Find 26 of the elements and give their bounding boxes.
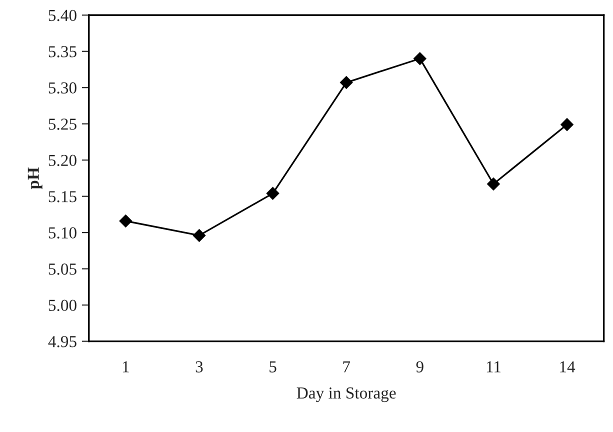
y-tick-label: 5.20	[48, 154, 76, 166]
y-tick-label: 5.25	[48, 118, 76, 130]
y-tick-label: 5.10	[48, 227, 76, 239]
y-tick-label: 5.05	[48, 264, 76, 275]
point	[413, 52, 426, 66]
x-tick-label: 3	[196, 361, 203, 372]
point	[119, 214, 132, 228]
x-tick-label: 14	[560, 361, 576, 372]
x-tick-label: 9	[416, 361, 424, 372]
x-tick-label: 7	[343, 361, 350, 372]
x-tick-label: 1	[122, 361, 129, 372]
point	[560, 118, 574, 131]
y-tick-label: 5.35	[48, 46, 76, 58]
y-tick-label: 5.30	[48, 82, 76, 94]
x-tick-label: 11	[486, 361, 500, 372]
y-tick-label: 5.00	[48, 300, 76, 312]
y-tick-label: 5.40	[48, 10, 76, 22]
y-axis-title: pH	[28, 167, 42, 190]
point	[487, 178, 500, 190]
x-axis-title: Day in Storage	[296, 387, 396, 402]
point	[266, 187, 280, 200]
y-tick-label: 4.95	[48, 336, 76, 348]
x-tick-label: 5	[270, 361, 276, 372]
point	[192, 229, 206, 242]
point	[340, 76, 353, 89]
y-tick-label: 5.15	[48, 191, 76, 202]
